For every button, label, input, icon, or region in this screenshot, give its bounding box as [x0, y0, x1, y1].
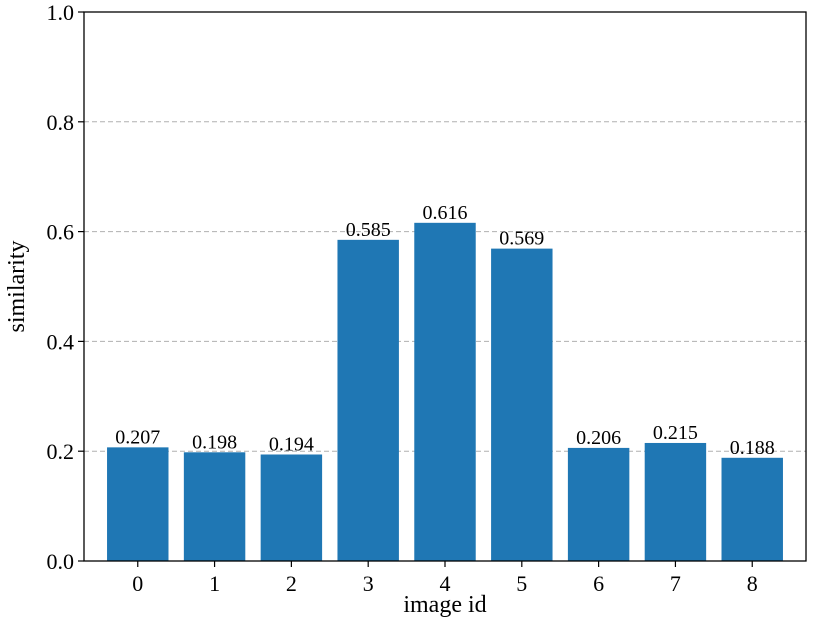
- x-tick-label: 5: [516, 571, 527, 596]
- bar: [491, 248, 553, 561]
- x-tick-label: 3: [363, 571, 374, 596]
- bar-value-label: 0.198: [192, 431, 237, 453]
- bar-value-label: 0.188: [730, 437, 775, 459]
- x-tick-label: 6: [593, 571, 604, 596]
- x-tick-label: 4: [440, 571, 451, 596]
- x-axis-label: image id: [403, 592, 486, 618]
- x-tick-label: 1: [209, 571, 220, 596]
- bar-value-label: 0.207: [115, 426, 160, 448]
- bars: [107, 222, 783, 562]
- bar: [721, 457, 783, 561]
- y-tick-label: 0.2: [47, 439, 75, 464]
- bar: [567, 447, 630, 561]
- bar: [644, 442, 707, 561]
- y-tick-label: 0.4: [47, 329, 75, 354]
- bar-value-label: 0.206: [576, 427, 621, 449]
- data-labels: 0.207 0.198 0.194 0.585 0.616 0.569 0.206 0.215…: [115, 202, 774, 459]
- y-tick-label: 0.0: [47, 549, 75, 574]
- bar-value-label: 0.215: [653, 422, 698, 444]
- x-tick-label: 8: [747, 571, 758, 596]
- x-tick-label: 2: [286, 571, 297, 596]
- bar-value-label: 0.569: [499, 228, 544, 250]
- x-tick-label: 7: [670, 571, 681, 596]
- y-tick-label: 0.8: [47, 110, 75, 135]
- bar: [183, 452, 246, 561]
- bar-value-label: 0.616: [423, 202, 468, 224]
- bar: [337, 239, 399, 561]
- y-tick-label: 1.0: [47, 0, 75, 25]
- bar: [414, 222, 476, 562]
- x-axis-ticks: 0 1 2 3 4 5 6 7 8: [132, 561, 758, 596]
- y-tick-label: 0.6: [47, 220, 75, 245]
- bar-value-label: 0.194: [269, 433, 314, 455]
- bar: [107, 447, 169, 561]
- bar: [260, 454, 323, 561]
- y-axis-ticks: 0.0 0.2 0.4 0.6 0.8 1.0: [47, 0, 84, 574]
- bar-value-label: 0.585: [346, 219, 391, 241]
- x-tick-label: 0: [132, 571, 143, 596]
- y-axis-label: similarity: [4, 241, 30, 333]
